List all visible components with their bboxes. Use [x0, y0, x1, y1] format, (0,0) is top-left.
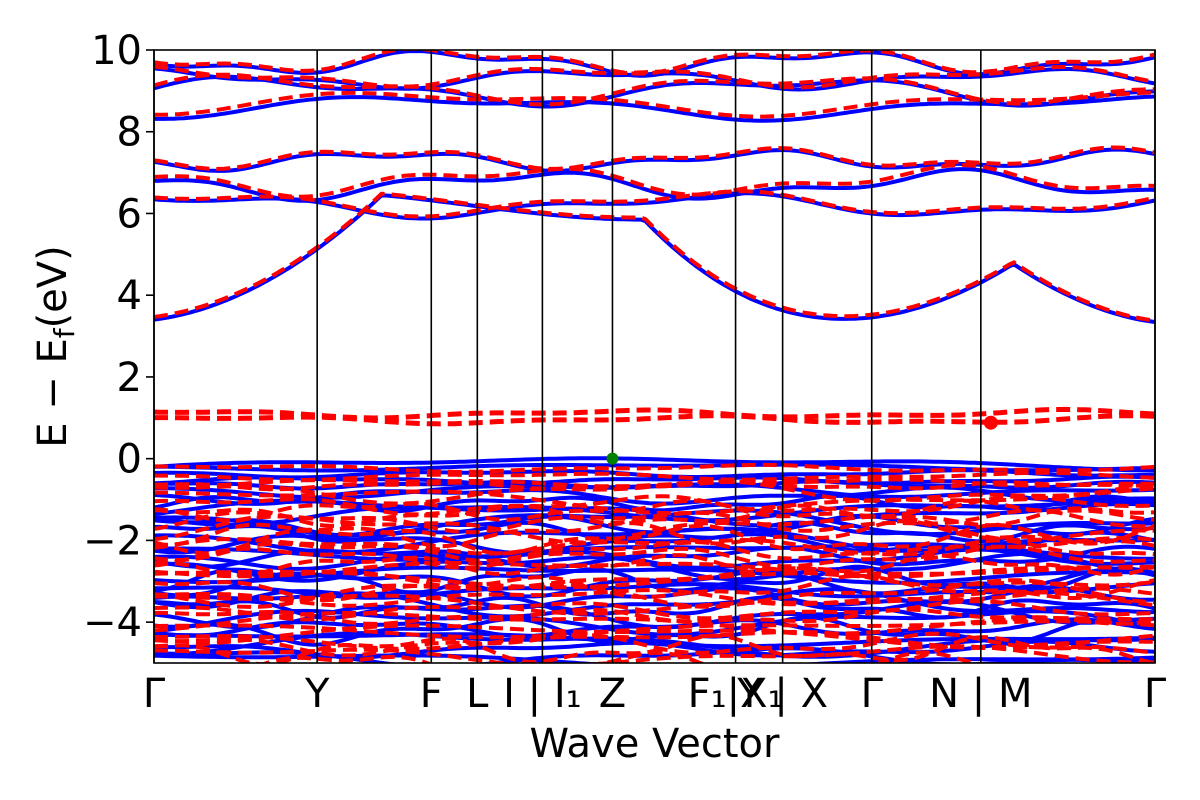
valence-band-top	[154, 456, 1155, 473]
y-tick-label: −4	[83, 600, 142, 646]
plot-frame	[153, 49, 1156, 664]
y-axis-label-unit: (eV)	[30, 245, 76, 328]
band-line	[154, 191, 1155, 221]
band-line	[154, 94, 1155, 123]
y-tick-label: −2	[83, 518, 142, 564]
y-tick-label: 2	[117, 355, 142, 401]
valence-band-line	[154, 501, 1155, 528]
x-tick-label: Γ	[1144, 671, 1167, 717]
x-tick-label: Y	[304, 671, 330, 717]
valence-band-line	[154, 485, 1155, 506]
valence-band-line	[154, 567, 1155, 599]
band-line	[154, 50, 1155, 78]
valence-band-line	[154, 650, 1155, 663]
x-tick-label: Γ	[143, 671, 166, 717]
vbm-marker	[606, 452, 619, 465]
y-tick-label: 4	[117, 273, 142, 319]
band-line	[154, 167, 1155, 203]
band-line	[154, 191, 1155, 323]
x-tick-label: I | I₁	[503, 671, 582, 717]
valence-band-line	[154, 538, 1155, 563]
y-axis-ticks: −4 −2 0 2 4 6 8 10	[83, 28, 154, 646]
band-line	[154, 193, 1155, 324]
extremum-markers	[606, 415, 998, 465]
valence-band-line	[154, 631, 1155, 658]
valence-band-line	[154, 551, 1155, 583]
midgap-band-line	[154, 406, 1155, 421]
band-line	[154, 145, 1155, 171]
valence-band-line	[154, 617, 1155, 639]
y-axis-label: E − Ef(eV)	[30, 245, 81, 448]
y-tick-label: 8	[117, 110, 142, 156]
y-axis-label-main: E − E	[30, 338, 76, 448]
valence-band-line	[154, 547, 1155, 571]
valence-band-line	[154, 522, 1155, 556]
band-line	[154, 90, 1155, 119]
x-tick-label: F	[420, 671, 443, 717]
y-axis-label-subscript: f	[48, 327, 81, 338]
x-tick-label: Γ	[861, 671, 884, 717]
y-tick-label: 10	[91, 28, 142, 74]
valence-band-line	[154, 578, 1155, 609]
y-tick-label: 0	[117, 437, 142, 483]
valence-band-line	[154, 573, 1155, 602]
valence-band-line	[154, 468, 1155, 480]
valence-band-line	[154, 498, 1155, 523]
valence-band-line	[154, 544, 1155, 570]
band-line	[154, 50, 1155, 76]
cbm-marker	[983, 415, 998, 430]
x-tick-label: F₁|X₁	[688, 671, 784, 717]
x-tick-label: Z	[599, 671, 626, 717]
x-tick-label: L	[466, 671, 489, 717]
x-axis-label: Wave Vector	[530, 721, 781, 767]
y-tick-label: 6	[117, 191, 142, 237]
valence-band-line	[154, 653, 1155, 663]
series-model-bands	[154, 50, 1155, 663]
x-tick-label: N | M	[929, 671, 1032, 717]
x-tick-label: Y | X	[736, 671, 828, 717]
valence-band-line	[154, 474, 1155, 486]
midgap-band-line	[154, 413, 1155, 427]
valence-band-line	[154, 553, 1155, 578]
band-line	[154, 162, 1155, 199]
band-line	[154, 72, 1155, 107]
